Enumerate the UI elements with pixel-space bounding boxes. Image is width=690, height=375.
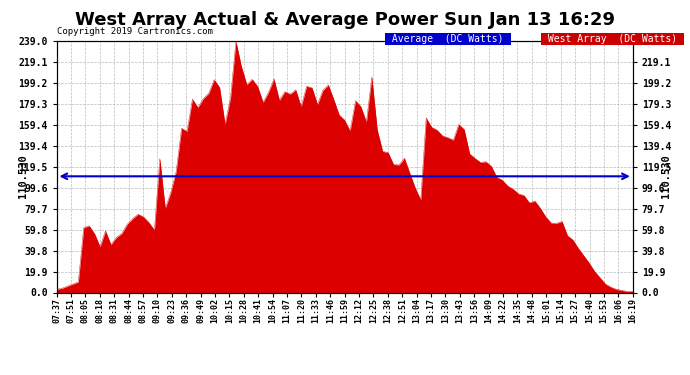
Text: 110.530: 110.530 (18, 154, 28, 198)
Text: Average  (DC Watts): Average (DC Watts) (386, 34, 510, 44)
Text: West Array  (DC Watts): West Array (DC Watts) (542, 34, 682, 44)
Text: West Array Actual & Average Power Sun Jan 13 16:29: West Array Actual & Average Power Sun Ja… (75, 11, 615, 29)
Text: Copyright 2019 Cartronics.com: Copyright 2019 Cartronics.com (57, 27, 213, 36)
Text: 110.530: 110.530 (661, 154, 671, 198)
